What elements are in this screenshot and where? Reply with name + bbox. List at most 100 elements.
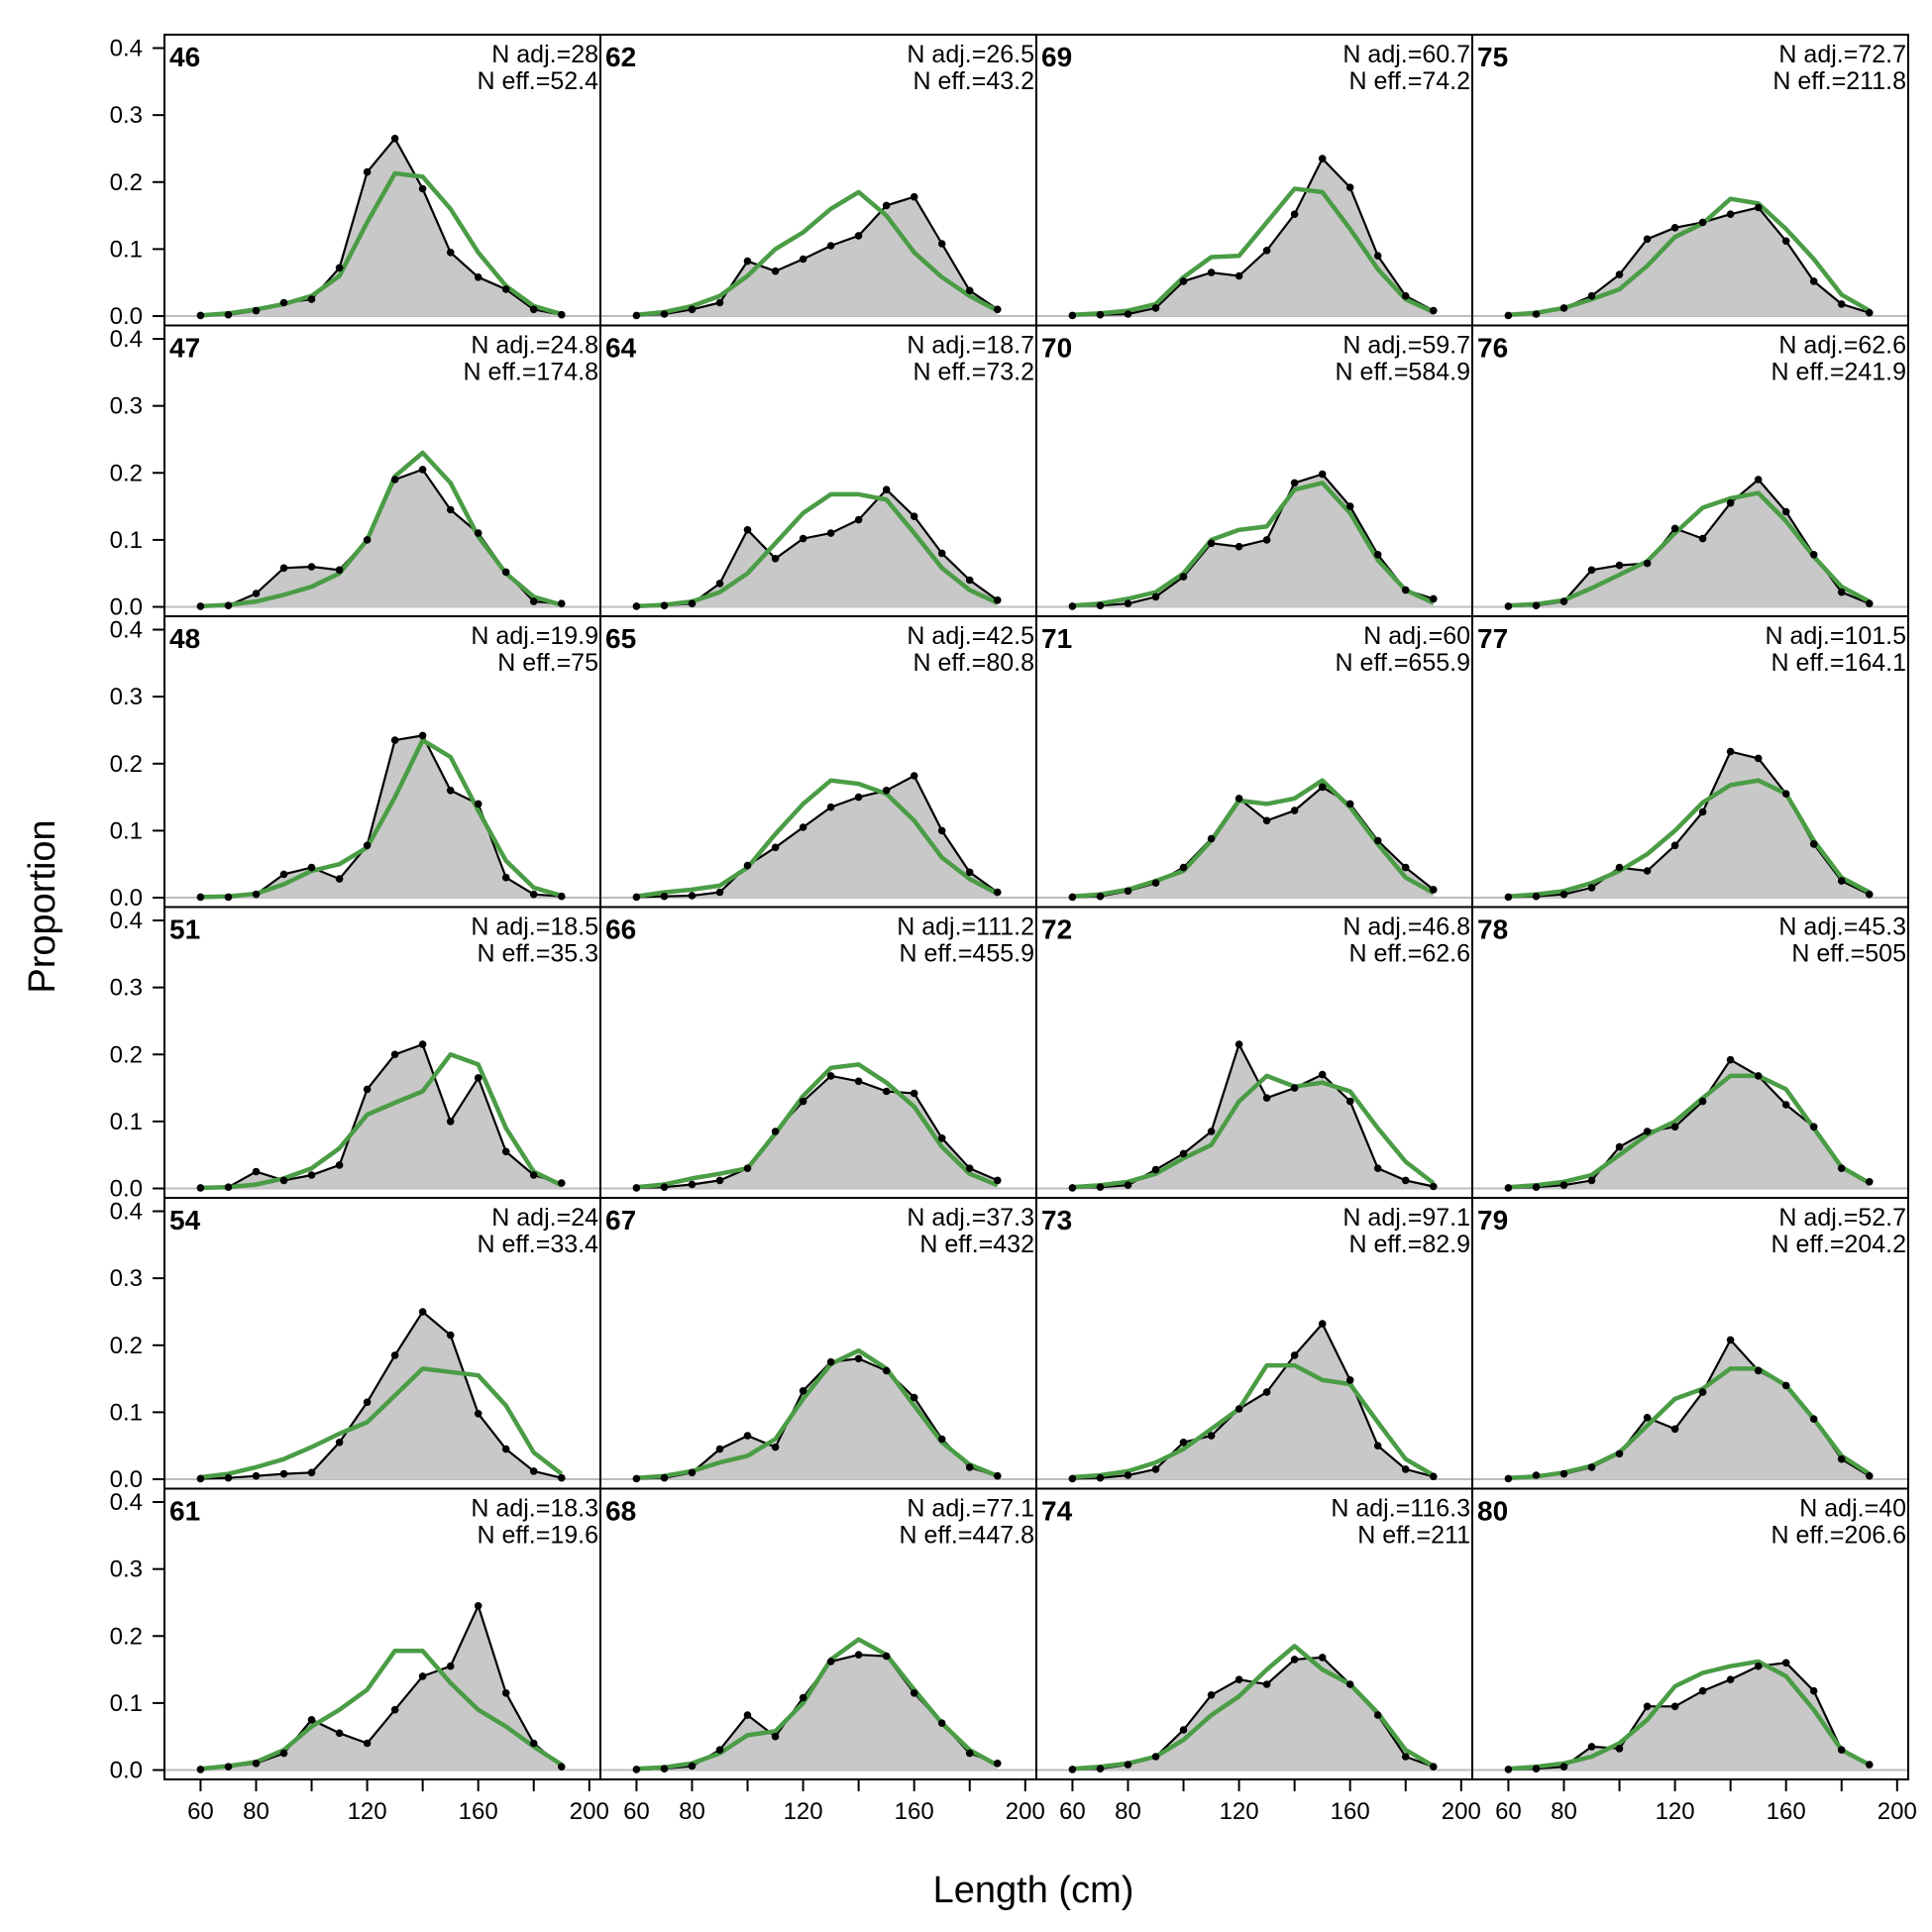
observed-area	[200, 1312, 562, 1479]
panel-year-label: 75	[1477, 42, 1508, 72]
observed-point	[1837, 1746, 1846, 1754]
observed-point	[390, 1351, 399, 1359]
observed-point	[1559, 1763, 1568, 1771]
n-adj-label: N adj.=60.7	[1342, 41, 1470, 68]
panel-year-label: 67	[605, 1205, 636, 1235]
y-tick-label: 0.1	[110, 1109, 143, 1135]
n-eff-label: N eff.=62.6	[1348, 940, 1470, 968]
observed-area	[200, 1605, 562, 1771]
observed-point	[1615, 1745, 1624, 1753]
panel-year-label: 51	[169, 914, 200, 945]
n-adj-label: N adj.=45.3	[1778, 913, 1906, 941]
observed-point	[1124, 1471, 1132, 1479]
observed-point	[418, 731, 427, 740]
n-eff-label: N eff.=241.9	[1771, 359, 1906, 386]
observed-point	[501, 1689, 510, 1697]
observed-point	[1430, 886, 1438, 894]
y-tick-label: 0.3	[110, 1265, 143, 1292]
observed-point	[390, 1705, 399, 1714]
observed-line	[636, 195, 999, 317]
observed-line	[636, 774, 999, 899]
observed-point	[474, 529, 483, 537]
observed-area	[1072, 787, 1434, 898]
observed-point	[1532, 1765, 1541, 1772]
observed-point	[1781, 1381, 1790, 1390]
n-adj-label: N adj.=72.7	[1778, 41, 1906, 68]
panel-year-label: 70	[1041, 333, 1072, 364]
observed-point	[715, 888, 724, 897]
observed-area	[636, 1075, 998, 1189]
observed-point	[335, 1729, 344, 1738]
observed-point	[688, 1762, 697, 1771]
observed-point	[771, 1443, 780, 1451]
observed-point	[771, 1732, 780, 1741]
observed-area	[200, 1044, 562, 1189]
axes: 0.00.10.20.30.40.00.10.20.30.40.00.10.20…	[110, 36, 1917, 1825]
observed-point	[771, 555, 780, 563]
panel-71: 71 N adj.=60N eff.=655.9	[1035, 615, 1473, 909]
observed-point	[1207, 1691, 1216, 1699]
observed-point	[854, 1077, 863, 1086]
observed-point	[1096, 310, 1105, 319]
observed-point	[1151, 1165, 1160, 1174]
observed-point	[1318, 1070, 1327, 1079]
y-tick-label: 0.3	[110, 975, 143, 1002]
observed-point	[501, 873, 510, 882]
observed-point	[1318, 783, 1327, 792]
observed-point	[882, 485, 891, 494]
expected-line	[636, 189, 999, 317]
observed-area	[636, 776, 998, 898]
x-tick-label: 160	[459, 1798, 498, 1825]
observed-point	[196, 1184, 205, 1192]
y-tick-label: 0.2	[110, 1333, 143, 1359]
observed-point	[1726, 1055, 1735, 1064]
observed-point	[1532, 310, 1541, 318]
observed-point	[1504, 311, 1513, 320]
observed-line	[1072, 473, 1435, 607]
n-eff-label: N eff.=505	[1791, 940, 1906, 968]
observed-point	[446, 1118, 455, 1126]
panel-year-label: 68	[605, 1496, 636, 1527]
n-eff-label: N eff.=33.4	[477, 1231, 598, 1258]
panel-74: 74 N adj.=116.3N eff.=211	[1035, 1487, 1473, 1780]
observed-point	[994, 305, 1002, 314]
observed-point	[529, 597, 538, 605]
observed-point	[363, 536, 372, 544]
observed-point	[1866, 308, 1874, 317]
observed-point	[335, 264, 344, 272]
observed-point	[307, 1716, 316, 1724]
observed-point	[1096, 601, 1105, 609]
observed-area	[200, 735, 562, 898]
observed-point	[252, 1760, 261, 1768]
observed-point	[965, 286, 974, 295]
y-tick-label: 0.2	[110, 751, 143, 778]
observed-point	[1559, 304, 1568, 312]
x-tick-label: 80	[243, 1798, 269, 1825]
observed-point	[1096, 892, 1105, 901]
observed-point	[1643, 867, 1652, 875]
n-adj-label: N adj.=62.6	[1778, 332, 1906, 360]
observed-point	[1643, 559, 1652, 568]
observed-point	[1670, 1425, 1679, 1434]
observed-point	[1866, 1471, 1874, 1480]
x-tick-label: 200	[1442, 1798, 1481, 1825]
observed-point	[882, 1366, 891, 1375]
expected-line	[636, 778, 999, 899]
observed-point	[1179, 573, 1188, 581]
observed-point	[965, 576, 974, 585]
n-eff-label: N eff.=82.9	[1348, 1231, 1470, 1258]
n-adj-label: N adj.=116.3	[1331, 1495, 1470, 1523]
panel-year-label: 72	[1041, 914, 1072, 945]
panel-year-label: 69	[1041, 42, 1072, 72]
n-eff-label: N eff.=204.2	[1771, 1231, 1906, 1258]
n-adj-label: N adj.=111.2	[897, 913, 1034, 941]
observed-point	[446, 505, 455, 514]
observed-point	[558, 599, 566, 607]
y-tick-label: 0.3	[110, 102, 143, 129]
y-tick-label: 0.1	[110, 817, 143, 844]
x-tick-label: 120	[784, 1798, 823, 1825]
observed-point	[994, 1471, 1002, 1480]
expected-line	[1072, 1644, 1435, 1771]
observed-point	[224, 1473, 233, 1482]
observed-point	[1670, 1702, 1679, 1711]
